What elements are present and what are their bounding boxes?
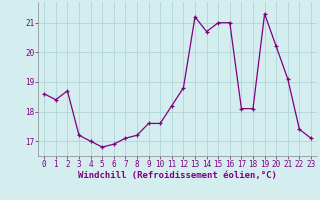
X-axis label: Windchill (Refroidissement éolien,°C): Windchill (Refroidissement éolien,°C) — [78, 171, 277, 180]
